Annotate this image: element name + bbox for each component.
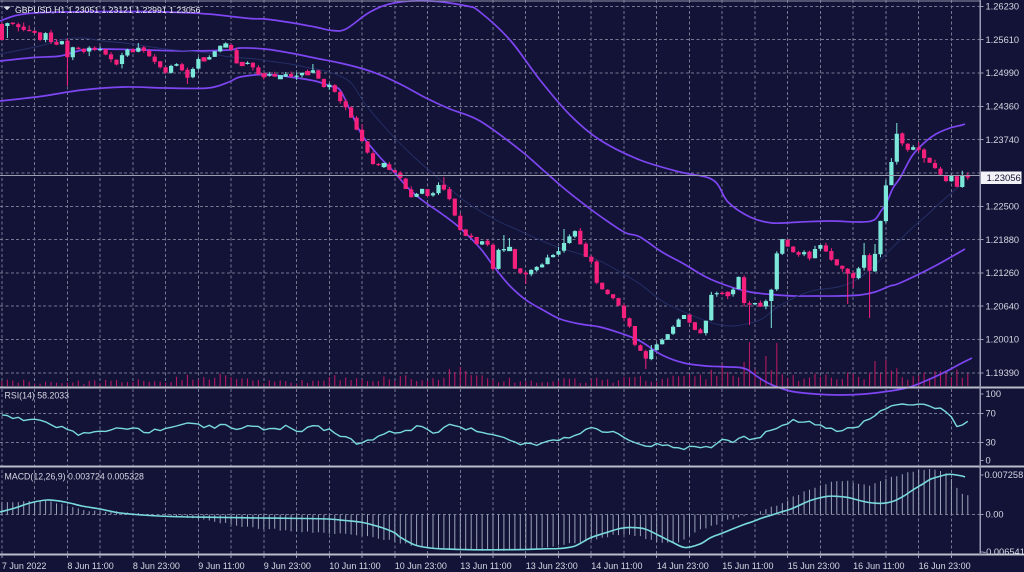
svg-text:100: 100 — [986, 389, 1002, 399]
svg-text:30: 30 — [986, 438, 996, 448]
svg-text:1.21880: 1.21880 — [986, 235, 1020, 245]
svg-text:0.00: 0.00 — [986, 510, 1004, 520]
svg-text:1.25610: 1.25610 — [986, 35, 1020, 45]
svg-text:8 Jun 11:00: 8 Jun 11:00 — [67, 561, 113, 571]
svg-text:14 Jun 11:00: 14 Jun 11:00 — [591, 561, 642, 571]
svg-text:70: 70 — [986, 409, 996, 419]
svg-text:1.19390: 1.19390 — [986, 368, 1020, 378]
svg-text:9 Jun 23:00: 9 Jun 23:00 — [264, 561, 311, 571]
svg-text:16 Jun 11:00: 16 Jun 11:00 — [853, 561, 904, 571]
svg-text:1.23056: 1.23056 — [987, 173, 1021, 184]
svg-text:0: 0 — [986, 456, 991, 466]
svg-text:1.24360: 1.24360 — [986, 102, 1020, 112]
svg-text:1.21260: 1.21260 — [986, 268, 1020, 278]
svg-text:8 Jun 23:00: 8 Jun 23:00 — [133, 561, 180, 571]
svg-text:RSI(14) 58.2033: RSI(14) 58.2033 — [5, 391, 70, 401]
svg-text:1.22500: 1.22500 — [986, 202, 1020, 212]
svg-text:15 Jun 11:00: 15 Jun 11:00 — [722, 561, 773, 571]
svg-text:-0.006541: -0.006541 — [983, 547, 1024, 557]
svg-text:1.24990: 1.24990 — [986, 68, 1020, 78]
svg-text:10 Jun 11:00: 10 Jun 11:00 — [329, 561, 380, 571]
svg-text:GBPUSD,H1 1.23051 1.23121 1.2: GBPUSD,H1 1.23051 1.23121 1.22991 1.2305… — [15, 5, 201, 15]
svg-text:13 Jun 23:00: 13 Jun 23:00 — [526, 561, 578, 571]
svg-text:0.007258: 0.007258 — [985, 470, 1024, 480]
svg-text:1.20010: 1.20010 — [986, 335, 1020, 345]
svg-text:10 Jun 23:00: 10 Jun 23:00 — [395, 561, 447, 571]
svg-text:15 Jun 23:00: 15 Jun 23:00 — [788, 561, 840, 571]
svg-text:7 Jun 2022: 7 Jun 2022 — [2, 561, 47, 571]
svg-text:13 Jun 11:00: 13 Jun 11:00 — [460, 561, 511, 571]
svg-text:MACD(12,26,9) 0.003724 0.0053: MACD(12,26,9) 0.003724 0.005328 — [5, 472, 144, 482]
svg-text:1.23740: 1.23740 — [986, 135, 1020, 145]
svg-text:1.20640: 1.20640 — [986, 301, 1020, 311]
svg-text:14 Jun 23:00: 14 Jun 23:00 — [657, 561, 709, 571]
svg-text:1.26230: 1.26230 — [986, 2, 1020, 12]
svg-text:16 Jun 23:00: 16 Jun 23:00 — [919, 561, 971, 571]
svg-text:9 Jun 11:00: 9 Jun 11:00 — [198, 561, 244, 571]
